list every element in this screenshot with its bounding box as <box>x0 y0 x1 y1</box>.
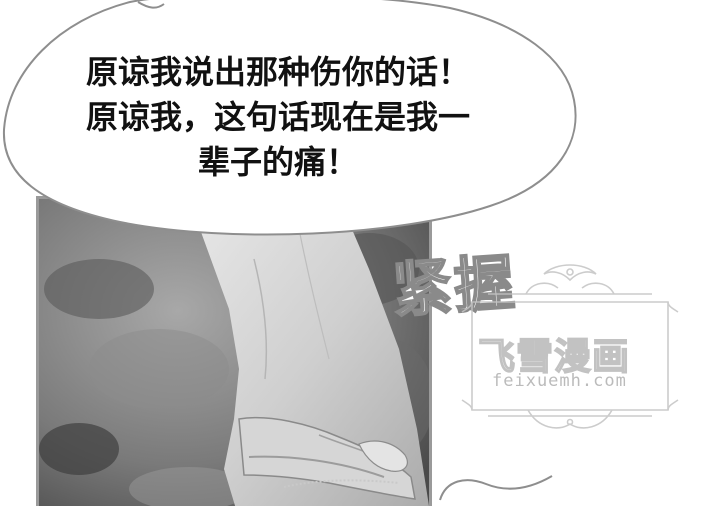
watermark-url: feixuemh.com <box>492 371 627 391</box>
speech-line-2: 原谅我，这句话现在是我一 <box>85 98 470 136</box>
clenched-hand-illustration <box>39 199 429 506</box>
watermark-badge: 飞雪漫画 feixuemh.com <box>448 262 692 434</box>
speech-line-1: 原谅我说出那种伤你的话！ <box>85 53 470 91</box>
speech-bubble <box>2 0 577 236</box>
watermark-title: 飞雪漫画 <box>477 334 630 379</box>
speech-bubble-text: 原谅我说出那种伤你的话！ 原谅我，这句话现在是我一 辈子的痛！ <box>0 50 556 185</box>
speech-line-3: 辈子的痛！ <box>197 143 358 181</box>
swirl-decoration-icon <box>439 475 553 501</box>
comic-panel-hand <box>36 196 432 506</box>
watermark-frame-icon <box>461 264 679 429</box>
